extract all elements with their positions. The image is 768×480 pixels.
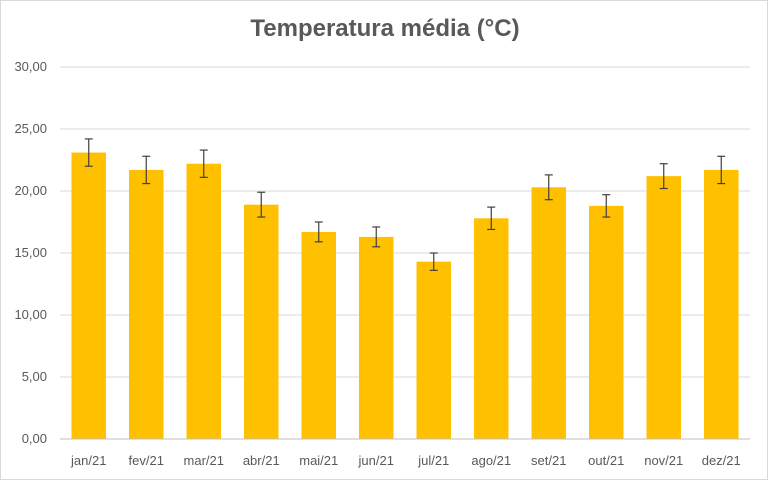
x-tick-label: mar/21 <box>184 453 224 468</box>
y-axis: 0,00 5,00 10,00 15,00 20,00 25,00 30,00 <box>14 59 47 446</box>
bar <box>244 204 279 439</box>
y-tick-label: 30,00 <box>14 59 47 74</box>
y-tick-label: 25,00 <box>14 121 47 136</box>
bars <box>71 152 739 440</box>
y-tick-label: 10,00 <box>14 307 47 322</box>
bar <box>646 176 681 439</box>
x-tick-label: abr/21 <box>243 453 280 468</box>
bar <box>416 261 451 439</box>
x-tick-label: jul/21 <box>417 453 449 468</box>
x-tick-label: jun/21 <box>358 453 394 468</box>
x-tick-label: mai/21 <box>299 453 338 468</box>
chart-title: Temperatura média (°C) <box>250 15 520 42</box>
x-tick-label: jan/21 <box>70 453 106 468</box>
bar <box>704 169 739 440</box>
x-tick-label: fev/21 <box>129 453 164 468</box>
bar <box>301 231 336 439</box>
gridlines <box>60 66 750 378</box>
bar <box>531 187 566 439</box>
bar <box>71 152 106 439</box>
x-tick-label: set/21 <box>531 453 566 468</box>
x-tick-label: ago/21 <box>471 453 511 468</box>
bar <box>186 163 221 439</box>
x-axis: jan/21 fev/21 mar/21 abr/21 mai/21 jun/21 jul/… <box>60 438 750 468</box>
x-tick-label: dez/21 <box>702 453 741 468</box>
y-tick-label: 5,00 <box>22 369 47 384</box>
bar <box>474 218 509 439</box>
x-tick-label: out/21 <box>588 453 624 468</box>
bar <box>359 236 394 439</box>
y-tick-label: 15,00 <box>14 245 47 260</box>
error-bars <box>84 138 726 271</box>
bar <box>129 169 164 440</box>
y-tick-label: 0,00 <box>22 431 47 446</box>
x-tick-label: nov/21 <box>644 453 683 468</box>
bar <box>589 205 624 439</box>
y-tick-label: 20,00 <box>14 183 47 198</box>
